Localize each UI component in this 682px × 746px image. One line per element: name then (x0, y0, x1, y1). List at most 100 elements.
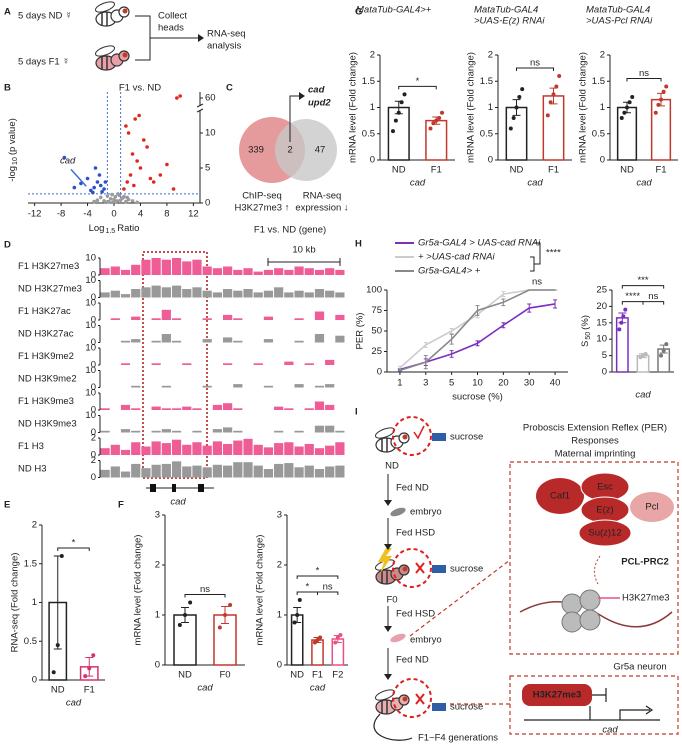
signal-bar (161, 385, 171, 388)
point (98, 183, 103, 188)
y-tick-label: 2 (155, 560, 160, 571)
y-tick-label: 1 (370, 102, 375, 113)
feeding-step: Fed HSD (396, 528, 435, 539)
signal-bar (223, 363, 233, 365)
data-point (517, 95, 522, 99)
x-tick-label: ND (51, 685, 65, 696)
dna (519, 601, 673, 628)
x-tick-label: 20 (498, 378, 509, 389)
x-tick-label: 30 (524, 378, 535, 389)
bar (650, 98, 672, 161)
signal-bar (192, 430, 202, 433)
data-point (188, 600, 193, 605)
y-axis-label: mRNA level (Fold change) (348, 52, 359, 163)
signal-bar (151, 464, 161, 478)
signal-bar (110, 318, 120, 320)
y-tick-label: 0 (91, 270, 96, 281)
complex-name: PCL-PRC2 (621, 557, 669, 568)
point (122, 194, 126, 199)
point (130, 199, 135, 203)
track-label: ND H3K9me2 (18, 374, 77, 385)
signal-bar (233, 384, 243, 388)
data-point (83, 674, 88, 679)
y-tick-label: 0 (91, 427, 96, 438)
x-tick-label: F1 (84, 685, 95, 696)
signal-bar (171, 461, 182, 478)
signal-bar (212, 464, 222, 478)
y-tick-label: 0 (91, 315, 96, 326)
y-tick-label: 0.5 (24, 636, 37, 647)
y-tick-label: 0.5 (362, 128, 375, 139)
scale-bar-label: 10 kb (292, 245, 315, 256)
x-tick-label: F1 (655, 165, 666, 176)
series-line (399, 289, 556, 369)
y-tick-label: 0 (205, 198, 210, 209)
signal-bar (294, 467, 304, 478)
signal-bar (335, 269, 345, 275)
data-point (630, 95, 635, 99)
x-tick-label: 4 (138, 209, 143, 220)
x-tick-label: -8 (57, 209, 65, 220)
signal-bar (284, 361, 294, 365)
cycle-arrow (373, 713, 413, 741)
x-axis-label: cad (66, 698, 82, 709)
signal-bar (100, 448, 110, 455)
gene-label: upd2 (308, 98, 331, 109)
signal-bar (171, 285, 182, 298)
data-point (217, 625, 222, 630)
error-bar (449, 328, 454, 334)
x-tick-label: 8 (164, 209, 169, 220)
y-axis-label: RNA-seq (Fold change) (10, 553, 21, 653)
mark-box (522, 684, 592, 706)
venn-count: 2 (287, 145, 292, 156)
signal-bar (325, 384, 335, 388)
data-point (659, 97, 663, 102)
gene-label: cad (170, 497, 186, 508)
point (104, 200, 108, 205)
fly-icon (373, 687, 410, 715)
y-tick-label: 15 (596, 317, 607, 328)
y-axis-label-part: 50 (585, 332, 592, 340)
signal-bar (212, 292, 222, 298)
generation-label: ND (385, 461, 399, 472)
y-tick-label: 0 (602, 367, 607, 378)
data-point (659, 353, 664, 358)
embryo-label: embryo (410, 507, 442, 518)
signal-bar (192, 465, 202, 478)
point (114, 199, 118, 204)
signal-bar (263, 316, 274, 320)
arrow-head (299, 92, 305, 100)
generations-label: F1~F4 generations (418, 733, 498, 744)
signal-bar (161, 309, 171, 320)
signal-bar (161, 443, 171, 455)
signal-bar (274, 268, 284, 275)
signal-bar (314, 385, 325, 388)
x-axis-label-part: Ratio (117, 223, 139, 234)
signal-bar (243, 289, 253, 298)
significance-label: ns (648, 291, 658, 302)
panel-letter: E (4, 500, 10, 511)
x-tick-label: 40 (550, 378, 561, 389)
error-bar (475, 305, 480, 316)
data-point (390, 129, 395, 134)
point (171, 187, 176, 191)
signal-bar (223, 314, 233, 320)
y-tick-label: 0 (91, 382, 96, 393)
point (97, 173, 102, 177)
signal-bar (243, 438, 253, 455)
signal-bar (110, 266, 120, 275)
significance-label: ns (200, 584, 210, 595)
venn-circle (275, 119, 337, 181)
signal-bar (304, 465, 314, 478)
signal-bar (151, 318, 161, 320)
y-tick-label: 75 (371, 305, 382, 316)
point (62, 155, 67, 160)
fly-icon (93, 43, 130, 71)
signal-bar (233, 440, 243, 455)
x-axis-label: cad (527, 178, 543, 189)
signal-bar (120, 404, 131, 410)
signal-bar (325, 268, 335, 275)
signal-bar (294, 446, 304, 455)
error-bar (397, 369, 402, 372)
legend-label: Gr5a-GAL4 > UAS-cad RNAi (418, 238, 541, 249)
